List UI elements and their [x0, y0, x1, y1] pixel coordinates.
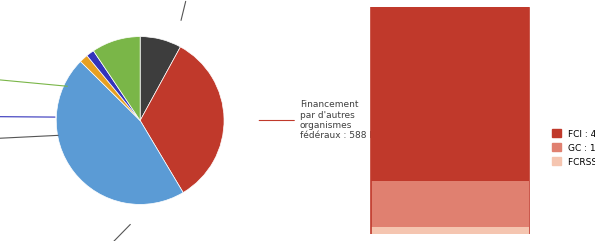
Wedge shape	[57, 61, 183, 204]
Wedge shape	[87, 51, 140, 121]
Bar	[371, 7, 528, 181]
Text: CECR : 27 M$: CECR : 27 M$	[0, 112, 55, 120]
Wedge shape	[140, 47, 224, 193]
Text: RCE : 29 M$: RCE : 29 M$	[0, 135, 58, 148]
Wedge shape	[93, 37, 140, 120]
Text: CRC et CERC : 165 M$: CRC et CERC : 165 M$	[0, 64, 67, 86]
Wedge shape	[140, 37, 180, 120]
Bar	[371, 181, 528, 227]
Text: Financement
par d'autres
organismes
fédéraux : 588 M$: Financement par d'autres organismes fédé…	[259, 100, 383, 141]
Wedge shape	[80, 56, 140, 120]
Legend: FCI : 450 M$, GC : 120 M$, FCRSS : 18 M$: FCI : 450 M$, GC : 120 M$, FCRSS : 18 M$	[550, 127, 595, 168]
Text: IRSC : 808 M$: IRSC : 808 M$	[70, 224, 133, 241]
Text: CI : 140 M$: CI : 140 M$	[162, 0, 214, 20]
Bar	[371, 227, 528, 234]
